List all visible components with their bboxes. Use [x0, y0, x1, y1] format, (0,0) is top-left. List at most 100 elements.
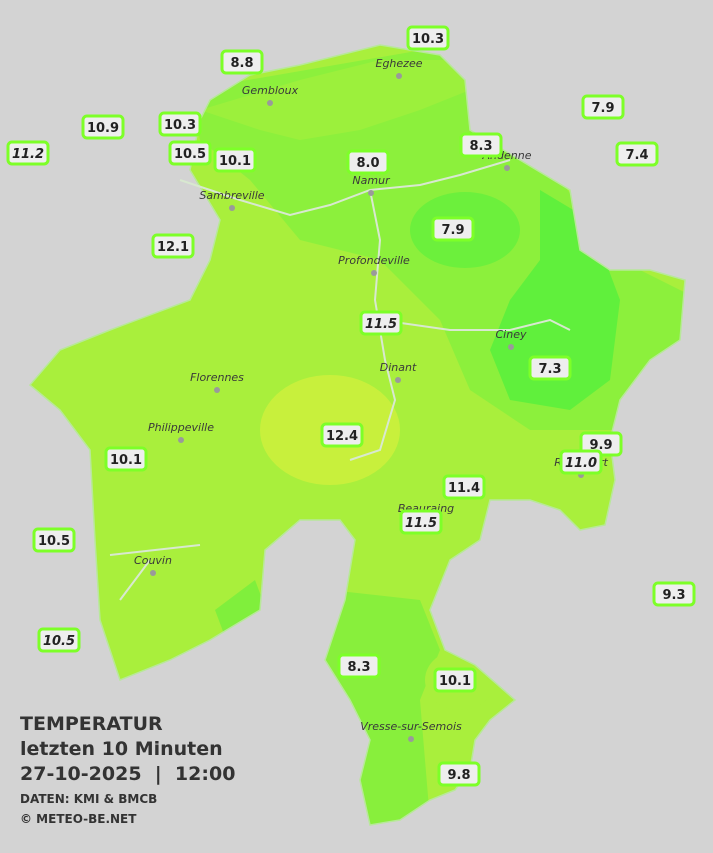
station-box [406, 25, 450, 51]
city-dot [229, 205, 235, 211]
station-box [158, 111, 202, 137]
station: 7.9 [581, 94, 625, 120]
station-box [104, 446, 148, 472]
station: 8.8 [220, 49, 264, 75]
station-box [459, 132, 503, 158]
station-value: 11.2 [12, 147, 44, 162]
station: 8.3 [459, 132, 503, 158]
city-dot [178, 437, 184, 443]
station: 9.3 [652, 581, 696, 607]
station-box [433, 667, 477, 693]
station: 12.1 [151, 233, 195, 259]
station: 10.1 [433, 667, 477, 693]
station-box [528, 355, 572, 381]
city-dot [214, 387, 220, 393]
city-dot [408, 736, 414, 742]
station-box [168, 140, 212, 166]
timestamp: 27-10-2025 | 12:00 [20, 763, 235, 785]
city-dot [508, 344, 514, 350]
city-label: Couvin [134, 554, 172, 567]
station: 10.5 [37, 627, 81, 653]
station-value: 10.3 [164, 118, 196, 133]
title: TEMPERATUR [20, 713, 163, 735]
station: 7.3 [528, 355, 572, 381]
station-value: 11.5 [405, 516, 437, 531]
subtitle: letzten 10 Minuten [20, 738, 223, 760]
station-value: 7.9 [591, 101, 614, 116]
station-box [81, 114, 125, 140]
station-value: 7.4 [625, 148, 648, 163]
station-value: 12.4 [326, 429, 358, 444]
station-box [431, 216, 475, 242]
station-box [399, 509, 443, 535]
station-value: 10.5 [38, 534, 70, 549]
station-value: 10.3 [412, 32, 444, 47]
station-value: 11.4 [448, 481, 480, 496]
city-label: Vresse-sur-Semois [360, 720, 462, 733]
station-box [346, 149, 390, 175]
station: 9.9 [579, 431, 623, 457]
station-box [559, 449, 603, 475]
station: 10.5 [168, 140, 212, 166]
station-value: 11.5 [365, 317, 397, 332]
station: 11.5 [359, 310, 403, 336]
city-dot [371, 270, 377, 276]
station: 8.3 [337, 653, 381, 679]
station-value: 9.8 [447, 768, 470, 783]
station: 7.4 [615, 141, 659, 167]
station-value: 8.0 [356, 156, 379, 171]
city-label: Profondeville [338, 254, 410, 267]
city-label: Eghezee [376, 57, 423, 70]
station-value: 10.5 [174, 147, 206, 162]
city-dot [395, 377, 401, 383]
station: 8.0 [346, 149, 390, 175]
station-value: 7.9 [441, 223, 464, 238]
city-dot [396, 73, 402, 79]
city-label: Gembloux [242, 84, 299, 97]
station-box [6, 140, 50, 166]
station: 11.5 [399, 509, 443, 535]
station: 7.9 [431, 216, 475, 242]
station-box [320, 422, 364, 448]
station: 11.2 [6, 140, 50, 166]
city-label: Ciney [496, 328, 527, 341]
station-box [151, 233, 195, 259]
station-value: 10.5 [43, 634, 75, 649]
station-box [37, 627, 81, 653]
city-dot [150, 570, 156, 576]
city-dot [504, 165, 510, 171]
station-box [437, 761, 481, 787]
city-dot [267, 100, 273, 106]
station-value: 10.1 [110, 453, 142, 468]
station-value: 10.9 [87, 121, 119, 136]
city-label: Namur [352, 174, 391, 187]
station-box [359, 310, 403, 336]
station: 10.1 [104, 446, 148, 472]
city-label: Florennes [190, 371, 244, 384]
station: 10.5 [32, 527, 76, 553]
station-box [337, 653, 381, 679]
city-dot [368, 190, 374, 196]
station: 10.3 [158, 111, 202, 137]
station-value: 7.3 [538, 362, 561, 377]
station: 11.4 [442, 474, 486, 500]
city-label: Dinant [380, 361, 417, 374]
city-label: Philippeville [148, 421, 214, 434]
station-box [213, 147, 257, 173]
rivers [109, 159, 571, 601]
station: 11.0 [559, 449, 603, 475]
station-value: 10.1 [219, 154, 251, 169]
station-box [32, 527, 76, 553]
station: 10.3 [406, 25, 450, 51]
station-box [220, 49, 264, 75]
station-value: 11.0 [565, 456, 597, 471]
station-value: 8.3 [469, 139, 492, 154]
station: 12.4 [320, 422, 364, 448]
city-label: Sambreville [199, 189, 264, 202]
station-box [442, 474, 486, 500]
station-value: 9.3 [662, 588, 685, 603]
station-value: 9.9 [589, 438, 612, 453]
station-box [652, 581, 696, 607]
copyright: © METEO-BE.NET [20, 812, 137, 826]
